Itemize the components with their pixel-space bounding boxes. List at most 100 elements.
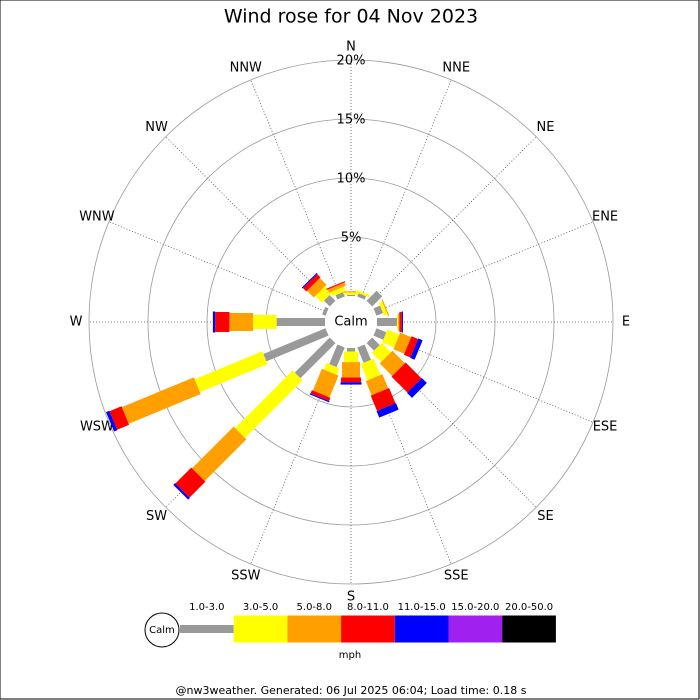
- r-tick-label: 20%: [337, 54, 366, 69]
- wind-segment: [310, 390, 331, 402]
- wind-segment: [215, 312, 230, 332]
- wind-segment: [371, 342, 392, 363]
- wind-segment: [329, 344, 345, 368]
- spoke: [165, 136, 333, 304]
- wind-segment: [365, 374, 389, 396]
- wind-segment: [410, 338, 423, 360]
- wind-segment: [326, 281, 346, 290]
- wind-segment: [347, 348, 355, 352]
- wind-segment: [391, 362, 422, 393]
- wind-segment: [373, 328, 387, 340]
- wind-segment: [322, 307, 329, 316]
- wind-segment: [360, 358, 381, 381]
- wind-segment: [407, 378, 427, 398]
- legend-swatch: [394, 615, 449, 643]
- wind-segment: [175, 467, 206, 498]
- wind-segment: [378, 301, 388, 316]
- footer: @nw3weather. Generated: 06 Jul 2025 06:0…: [176, 684, 527, 697]
- direction-label: NW: [145, 120, 168, 135]
- wind-segment: [398, 313, 400, 331]
- wind-segment: [342, 362, 360, 378]
- wind-segment: [347, 294, 355, 296]
- legend-label: 1.0-3.0: [189, 602, 224, 613]
- direction-label: NNE: [442, 60, 470, 75]
- wind-segment: [327, 282, 346, 293]
- direction-label: SW: [146, 509, 167, 524]
- wind-segment: [309, 393, 330, 403]
- wind-segment: [357, 293, 366, 300]
- legend-calm-label: Calm: [149, 625, 175, 636]
- wind-segment: [379, 350, 405, 376]
- wind-segment: [340, 382, 362, 385]
- wind-segment: [301, 272, 318, 289]
- legend-label: 8.0-11.0: [347, 602, 389, 613]
- direction-label: NNW: [230, 60, 262, 75]
- wind-segment: [399, 312, 402, 332]
- wind-segment: [212, 311, 216, 333]
- spoke: [250, 79, 342, 299]
- wind-segment: [403, 336, 419, 358]
- wind-segment: [344, 292, 358, 295]
- direction-label: NE: [536, 120, 554, 135]
- direction-label: SSW: [231, 569, 261, 584]
- wind-segment: [173, 483, 190, 500]
- wind-segment: [397, 315, 399, 329]
- direction-label: WSW: [80, 420, 114, 435]
- direction-label: WNW: [79, 209, 115, 224]
- wind-segment: [377, 318, 398, 326]
- wind-segment: [276, 318, 326, 326]
- wind-segment: [194, 351, 268, 393]
- calm-circle: [327, 298, 375, 346]
- wind-segment: [106, 410, 118, 432]
- legend-swatch: [233, 615, 288, 643]
- legend-swatch: [448, 615, 503, 643]
- legend-label: 11.0-15.0: [398, 602, 446, 613]
- wind-segment: [294, 337, 336, 379]
- spoke: [369, 136, 537, 304]
- chart-title: Wind rose for 04 Nov 2023: [224, 6, 478, 28]
- direction-label: ESE: [593, 420, 618, 435]
- legend-swatch: [180, 625, 234, 633]
- direction-label: SSE: [444, 569, 469, 584]
- legend-title: mph: [339, 650, 361, 661]
- legend-swatch: [341, 615, 395, 643]
- legend-label: 5.0-8.0: [297, 602, 332, 613]
- r-tick-label: 15%: [337, 113, 366, 128]
- wind-segment: [393, 332, 412, 354]
- wind-segment: [330, 286, 346, 297]
- wind-segment: [344, 351, 358, 363]
- wind-segment: [303, 274, 321, 292]
- wind-segment: [235, 370, 303, 438]
- wind-segment: [376, 403, 399, 418]
- wind-segment: [381, 299, 390, 317]
- spoke: [360, 79, 452, 299]
- wind-segment: [401, 311, 403, 333]
- direction-label: ENE: [592, 209, 618, 224]
- r-tick-label: 10%: [337, 172, 366, 187]
- spoke: [108, 221, 328, 313]
- wind-segment: [370, 387, 396, 411]
- legend-swatch: [287, 615, 342, 643]
- wind-segment: [341, 377, 361, 383]
- wind-segment: [373, 305, 384, 316]
- spoke: [374, 221, 594, 313]
- grid-ring: [88, 59, 614, 585]
- wind-segment: [357, 344, 371, 363]
- wind-segment: [335, 292, 345, 300]
- legend-label: 3.0-5.0: [243, 602, 278, 613]
- wind-segment: [366, 337, 380, 351]
- wind-segment: [312, 368, 339, 398]
- direction-label: W: [70, 315, 83, 330]
- direction-label: SE: [537, 509, 553, 524]
- legend-label: 20.0-50.0: [505, 602, 553, 613]
- wind-segment: [355, 289, 370, 298]
- legend-swatch: [502, 615, 556, 643]
- wind-segment: [191, 426, 247, 482]
- legend-calm-circle: [144, 612, 180, 648]
- wind-segment: [315, 286, 332, 303]
- r-tick-label: 5%: [341, 231, 362, 246]
- wind-segment: [253, 315, 277, 329]
- wind-segment: [307, 278, 327, 298]
- wind-segment: [323, 362, 340, 375]
